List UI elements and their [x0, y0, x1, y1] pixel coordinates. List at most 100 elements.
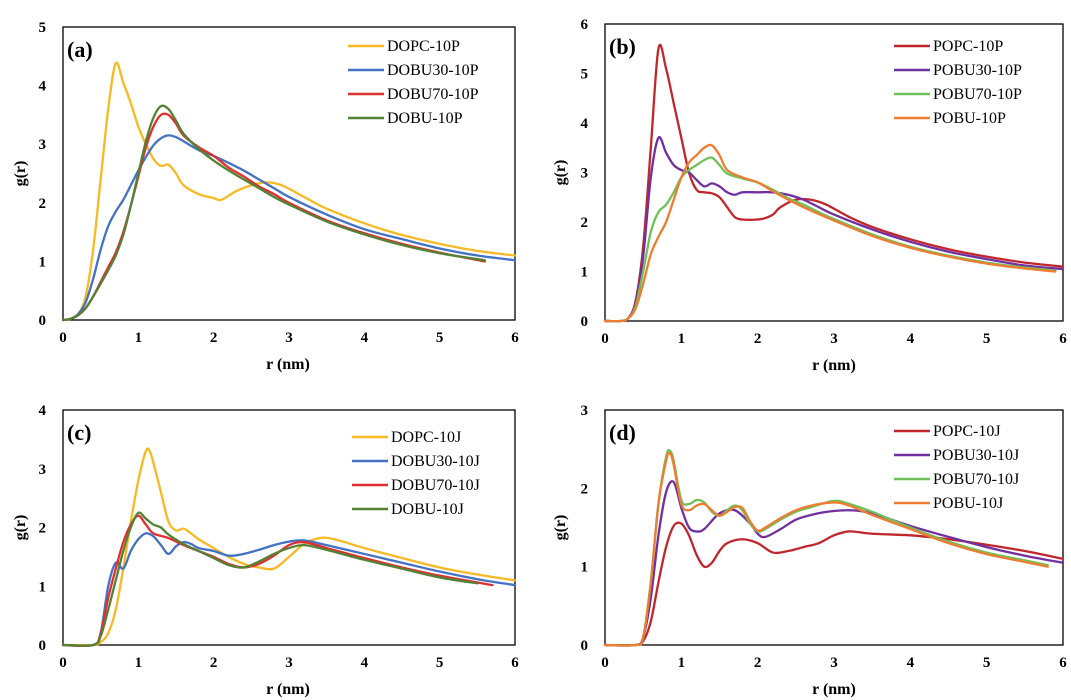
legend-entry-label: DOPC-10J: [391, 429, 461, 446]
x-tick-label: 6: [511, 655, 519, 671]
panel-label: (b): [609, 34, 636, 59]
legend-entry-label: DOBU-10J: [391, 501, 464, 518]
panel-label: (c): [67, 420, 91, 445]
series-line-dobu-10p: [61, 104, 487, 322]
legend-entry-label: POBU70-10J: [933, 471, 1019, 488]
legend-entry-label: POPC-10J: [933, 423, 1001, 440]
legend-entry-label: POBU70-10P: [933, 86, 1022, 103]
x-tick-label: 4: [361, 330, 369, 346]
y-tick-label: 4: [39, 403, 47, 419]
x-tick-label: 5: [983, 655, 991, 671]
chart-panel-b: 0 1 2 3 4 5 6 0 1 2 3 4 5 6 r (nm) g(r) (b) POPC-10P POBU3…: [552, 17, 1067, 374]
y-tick-label: 3: [39, 462, 47, 478]
series-line-pobu-10p: [603, 143, 1057, 323]
legend: DOPC-10J DOBU30-10J DOBU70-10J DOBU-10J: [352, 429, 480, 518]
y-axis-label: g(r): [552, 160, 569, 186]
legend: POPC-10J POBU30-10J POBU70-10J POBU-10J: [894, 423, 1019, 512]
series-line-dopc-10p: [61, 61, 517, 322]
x-tick-label: 6: [1059, 331, 1067, 347]
chart-panel-a: 0 1 2 3 4 5 6 0 1 2 3 4 5 r (nm) g(r) (a) DOPC-10P DOBU30…: [12, 20, 519, 373]
y-tick-label: 6: [581, 17, 589, 33]
x-tick-label: 5: [436, 330, 444, 346]
series-line-popc-10p: [603, 43, 1065, 323]
legend-entry-label: DOBU70-10J: [391, 477, 480, 494]
y-tick-label: 1: [39, 579, 47, 595]
y-tick-label: 5: [39, 20, 47, 36]
legend-entry-label: DOBU70-10P: [387, 86, 479, 103]
x-tick-label: 3: [285, 655, 293, 671]
y-tick-label: 0: [581, 638, 589, 654]
y-tick-label: 0: [39, 638, 47, 654]
series-line-dobu30-10j: [61, 532, 517, 648]
x-tick-label: 1: [678, 655, 686, 671]
y-tick-label: 2: [581, 215, 589, 231]
x-tick-label: 6: [1059, 655, 1067, 671]
chart-panel-c: 0 1 2 3 4 5 6 0 1 2 3 4 r (nm) g(r) (c) DOPC-10J DOBU30-…: [12, 403, 519, 698]
legend: POPC-10P POBU30-10P POBU70-10P POBU-10P: [894, 38, 1022, 127]
x-tick-label: 6: [511, 330, 519, 346]
y-tick-label: 1: [581, 265, 589, 281]
y-tick-label: 3: [581, 403, 589, 419]
y-tick-label: 0: [581, 314, 589, 330]
x-tick-label: 2: [754, 331, 762, 347]
legend-entry-label: DOBU-10P: [387, 110, 463, 127]
series-line-dobu-10j: [61, 511, 479, 647]
y-tick-label: 1: [39, 254, 47, 270]
y-tick-label: 0: [39, 313, 47, 329]
x-tick-label: 4: [907, 655, 915, 671]
x-axis-label: r (nm): [266, 356, 310, 373]
x-tick-label: 1: [135, 655, 143, 671]
y-tick-label: 5: [581, 67, 589, 83]
legend-entry-label: DOBU30-10J: [391, 453, 480, 470]
legend-entry-label: POPC-10P: [933, 38, 1003, 55]
x-tick-label: 0: [59, 330, 67, 346]
y-tick-label: 3: [581, 166, 589, 182]
panel-label: (d): [609, 420, 636, 445]
y-axis-label: g(r): [12, 161, 29, 187]
y-tick-label: 3: [39, 137, 47, 153]
series-line-popc-10j: [603, 521, 1065, 647]
x-tick-label: 3: [285, 330, 293, 346]
x-tick-label: 5: [436, 655, 444, 671]
legend-entry-label: POBU30-10P: [933, 62, 1022, 79]
series-line-pobu70-10p: [603, 156, 1057, 323]
y-tick-label: 4: [39, 79, 47, 95]
x-tick-label: 2: [210, 330, 218, 346]
legend-entry-label: DOPC-10P: [387, 38, 460, 55]
y-tick-label: 2: [39, 521, 47, 537]
y-tick-label: 4: [581, 116, 589, 132]
y-axis-label: g(r): [552, 515, 569, 541]
plot-frame: [62, 26, 516, 321]
x-tick-label: 1: [135, 330, 143, 346]
plot-frame: [604, 409, 1064, 646]
plot-frame: [62, 409, 516, 646]
y-tick-label: 2: [581, 481, 589, 497]
legend-entry-label: DOBU30-10P: [387, 62, 479, 79]
series-line-pobu-10j: [603, 451, 1049, 647]
x-tick-label: 4: [361, 655, 369, 671]
x-tick-label: 2: [754, 655, 762, 671]
x-tick-label: 1: [678, 331, 686, 347]
x-axis-label: r (nm): [266, 681, 310, 698]
series-line-dobu30-10p: [61, 134, 517, 322]
series-line-dobu70-10p: [61, 112, 487, 322]
y-tick-label: 2: [39, 196, 47, 212]
x-tick-label: 0: [601, 655, 609, 671]
panel-label: (a): [67, 37, 93, 62]
x-axis-label: r (nm): [812, 681, 856, 698]
x-axis-label: r (nm): [812, 357, 856, 374]
x-tick-label: 5: [983, 331, 991, 347]
x-tick-label: 4: [907, 331, 915, 347]
x-tick-label: 0: [59, 655, 67, 671]
legend: DOPC-10P DOBU30-10P DOBU70-10P DOBU-10P: [348, 38, 479, 127]
x-tick-label: 3: [830, 331, 838, 347]
legend-entry-label: POBU-10P: [933, 110, 1006, 127]
series-line-pobu30-10p: [603, 135, 1065, 323]
chart-panel-d: 0 1 2 3 4 5 6 0 1 2 3 r (nm) g(r) (d) POPC-10J POBU30-1…: [552, 403, 1067, 698]
legend-entry-label: POBU30-10J: [933, 447, 1019, 464]
legend-entry-label: POBU-10J: [933, 495, 1003, 512]
plot-frame: [604, 23, 1064, 322]
y-axis-label: g(r): [12, 515, 29, 541]
x-tick-label: 0: [601, 331, 609, 347]
